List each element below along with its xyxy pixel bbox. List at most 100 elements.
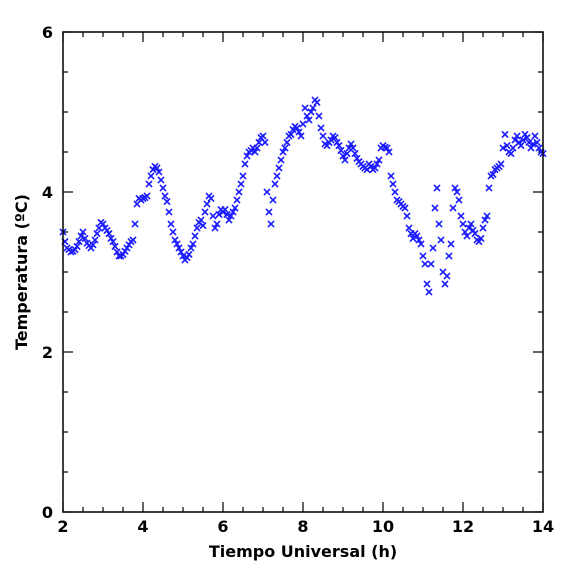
data-point	[187, 244, 195, 252]
data-point	[89, 241, 97, 249]
data-point	[351, 150, 359, 157]
x-axis-label: Tiempo Universal (h)	[209, 542, 397, 561]
data-point	[115, 252, 123, 260]
data-point	[337, 147, 345, 154]
data-point	[451, 184, 459, 192]
data-point	[463, 232, 471, 240]
data-point	[173, 240, 181, 248]
data-point	[459, 220, 467, 228]
data-point	[373, 160, 381, 168]
data-point	[269, 196, 277, 204]
data-point	[189, 240, 197, 248]
data-point	[287, 131, 295, 138]
data-point	[441, 280, 449, 288]
y-tick-label: 2	[42, 343, 53, 362]
data-point	[255, 139, 263, 146]
data-point	[229, 208, 237, 216]
data-point	[93, 230, 101, 237]
y-axis-label: Temperatura (ºC)	[12, 194, 31, 350]
data-point	[279, 148, 287, 156]
data-point	[475, 238, 483, 245]
data-point	[417, 240, 425, 248]
data-point	[353, 155, 361, 162]
data-point	[155, 168, 163, 176]
data-point	[123, 244, 131, 252]
data-point	[429, 244, 437, 252]
data-point	[301, 104, 309, 112]
data-point	[237, 180, 245, 188]
data-point	[401, 204, 409, 212]
data-point	[305, 116, 313, 124]
data-point	[415, 236, 423, 244]
data-point	[467, 220, 475, 228]
data-point	[371, 164, 379, 172]
data-point	[225, 216, 233, 224]
data-point	[389, 180, 397, 188]
data-point	[99, 220, 107, 228]
data-point	[193, 224, 201, 232]
data-point	[243, 152, 251, 160]
data-point	[307, 108, 315, 116]
data-point	[409, 235, 417, 242]
data-point	[443, 272, 451, 280]
data-point	[413, 232, 421, 240]
data-point	[265, 208, 273, 216]
data-point	[231, 204, 239, 212]
data-point	[177, 248, 185, 256]
data-point	[147, 172, 155, 180]
data-point	[405, 224, 413, 232]
data-point	[433, 184, 441, 192]
data-point	[341, 156, 349, 164]
data-point	[109, 238, 117, 245]
data-point	[283, 139, 291, 146]
data-point	[199, 222, 207, 229]
data-point	[437, 236, 445, 244]
data-point	[223, 211, 231, 218]
data-point	[107, 235, 115, 242]
data-point	[251, 148, 259, 156]
data-point	[497, 160, 505, 168]
y-tick-label: 6	[42, 23, 53, 42]
data-point	[507, 150, 515, 157]
data-point	[203, 200, 211, 208]
data-point	[239, 172, 247, 180]
data-point	[175, 244, 183, 252]
data-point	[503, 142, 511, 149]
data-point	[131, 220, 139, 228]
data-point	[421, 260, 429, 268]
data-point	[121, 247, 129, 255]
data-point	[449, 204, 457, 212]
data-point	[347, 140, 355, 148]
data-point	[465, 224, 473, 232]
x-tick-label: 12	[452, 517, 474, 536]
data-point	[317, 124, 325, 132]
data-point	[335, 142, 343, 149]
data-point	[519, 136, 527, 144]
data-point	[267, 220, 275, 228]
data-point	[367, 163, 375, 170]
data-point	[533, 139, 541, 146]
data-points	[59, 96, 547, 296]
x-tick-label: 10	[372, 517, 394, 536]
data-point	[293, 124, 301, 132]
data-point	[159, 184, 167, 192]
data-point	[129, 236, 137, 244]
data-point	[447, 240, 455, 248]
data-point	[529, 140, 537, 148]
data-point	[383, 144, 391, 152]
data-point	[227, 212, 235, 220]
data-point	[339, 152, 347, 160]
data-point	[331, 134, 339, 141]
data-point	[111, 243, 119, 250]
data-point	[431, 204, 439, 212]
data-point	[253, 144, 261, 152]
data-point	[215, 211, 223, 218]
data-point	[161, 192, 169, 200]
data-point	[87, 244, 95, 252]
data-point	[425, 288, 433, 296]
data-point	[477, 235, 485, 242]
data-point	[501, 131, 509, 138]
data-point	[471, 230, 479, 237]
data-point	[343, 150, 351, 157]
